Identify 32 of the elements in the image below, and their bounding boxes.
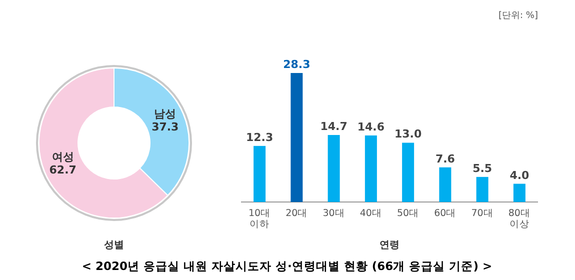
x-axis-title: 연령 xyxy=(380,240,400,251)
x-tick-label: 40대 xyxy=(360,208,382,219)
x-tick-label: 60대 xyxy=(434,208,456,219)
data-label: 7.6 xyxy=(435,152,456,166)
data-label: 4.0 xyxy=(510,168,530,182)
x-tick-label: 80대 이상 xyxy=(508,208,530,230)
bar xyxy=(476,176,488,202)
data-label: 5.5 xyxy=(472,162,492,175)
bar xyxy=(439,167,452,202)
x-tick-label: 50대 xyxy=(397,208,420,219)
text: 성별 xyxy=(104,240,124,251)
text: [단위: %] xyxy=(498,11,538,21)
data-label: 14.7 xyxy=(320,120,348,133)
bar xyxy=(402,142,414,202)
data-label: 62.7 xyxy=(49,164,76,177)
data-label: 13.0 xyxy=(394,128,422,141)
bar xyxy=(513,184,526,202)
bar xyxy=(328,134,340,202)
slice-label: 여성 xyxy=(52,150,74,164)
data-label: 37.3 xyxy=(152,120,179,134)
x-tick-label: 70대 xyxy=(471,208,494,219)
text: < 2020년 응급실 내원 자살시도자 성·연령대별 현황 (66개 응급실 기준) > xyxy=(82,259,492,273)
x-tick-label: 10대 이하 xyxy=(248,208,271,230)
x-tick-label: 30대 xyxy=(322,208,345,219)
x-tick-label: 20대 xyxy=(286,208,308,219)
slice-label: 남성 xyxy=(154,107,176,120)
data-label: 28.3 xyxy=(283,58,310,71)
data-label: 14.6 xyxy=(357,120,385,134)
data-label: 12.3 xyxy=(246,130,274,144)
bar xyxy=(254,146,266,202)
bar xyxy=(364,135,377,202)
bar xyxy=(290,73,303,202)
